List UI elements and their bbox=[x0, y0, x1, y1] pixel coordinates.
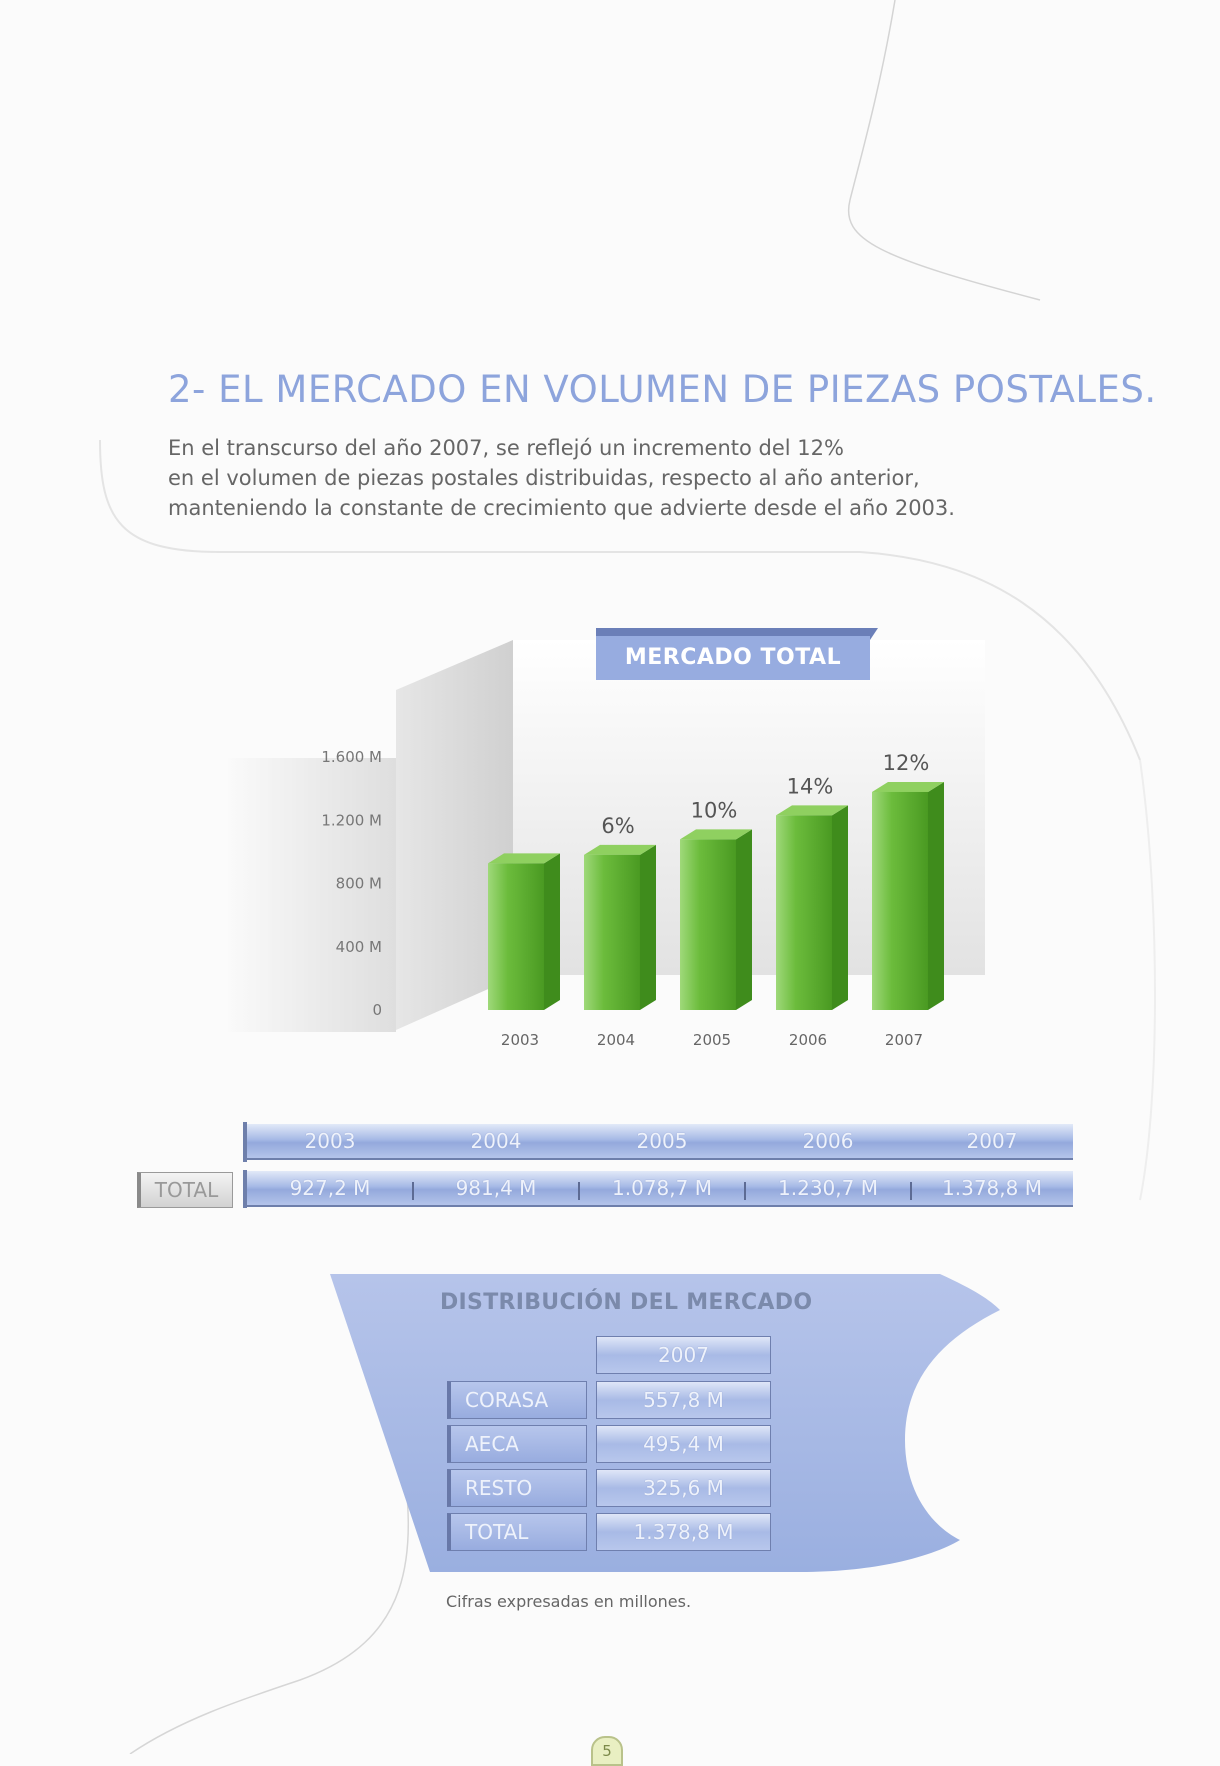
chart-title: MERCADO TOTAL bbox=[625, 645, 841, 670]
bar-top bbox=[872, 781, 944, 792]
bar-side bbox=[736, 829, 752, 1010]
section-title: 2- EL MERCADO EN VOLUMEN DE PIEZAS POSTA… bbox=[168, 368, 1157, 411]
growth-label: 12% bbox=[883, 751, 930, 775]
intro-line: En el transcurso del año 2007, se reflej… bbox=[168, 436, 844, 460]
totals-year-header: 2005 bbox=[579, 1124, 745, 1160]
bar-2005 bbox=[680, 839, 736, 1010]
distribution-row-label: AECA bbox=[447, 1425, 587, 1463]
bar-2007 bbox=[872, 791, 928, 1010]
bar-2006 bbox=[776, 815, 832, 1010]
intro-line: en el volumen de piezas postales distrib… bbox=[168, 466, 920, 490]
x-tick-label: 2003 bbox=[501, 1031, 539, 1049]
intro-line: manteniendo la constante de crecimiento … bbox=[168, 496, 955, 520]
totals-year-header: 2006 bbox=[745, 1124, 911, 1160]
totals-row-label: TOTAL bbox=[137, 1172, 233, 1208]
totals-value-cell: 1.230,7 M bbox=[745, 1171, 911, 1207]
y-tick-label: 1.600 M bbox=[321, 748, 382, 766]
distribution-row-label: RESTO bbox=[447, 1469, 587, 1507]
growth-label: 6% bbox=[601, 814, 634, 838]
y-tick-label: 400 M bbox=[336, 938, 382, 956]
totals-year-header: 2003 bbox=[247, 1124, 413, 1160]
bar-top bbox=[584, 844, 656, 855]
totals-year-header: 2007 bbox=[911, 1124, 1073, 1160]
table-cap bbox=[243, 1122, 247, 1162]
x-tick-label: 2005 bbox=[693, 1031, 731, 1049]
y-tick-label: 800 M bbox=[336, 875, 382, 893]
distribution-title: DISTRIBUCIÓN DEL MERCADO bbox=[440, 1290, 813, 1315]
intro-paragraph: En el transcurso del año 2007, se reflej… bbox=[168, 433, 1048, 523]
bar-side bbox=[640, 844, 656, 1010]
bar-top bbox=[680, 829, 752, 840]
totals-year-header: 2004 bbox=[413, 1124, 579, 1160]
bar-side bbox=[928, 781, 944, 1010]
totals-value-cell: 1.378,8 M bbox=[911, 1171, 1073, 1207]
totals-value-cell: 927,2 M bbox=[247, 1171, 413, 1207]
totals-value-cell: 981,4 M bbox=[413, 1171, 579, 1207]
page-number: 5 bbox=[591, 1736, 623, 1766]
distribution-row-label: TOTAL bbox=[447, 1513, 587, 1551]
totals-separator bbox=[412, 1182, 414, 1200]
y-tick-label: 0 bbox=[372, 1001, 382, 1019]
distribution-row-value: 325,6 M bbox=[596, 1469, 771, 1507]
bar-2003 bbox=[488, 863, 544, 1010]
x-tick-label: 2006 bbox=[789, 1031, 827, 1049]
distribution-row-value: 495,4 M bbox=[596, 1425, 771, 1463]
distribution-column-header: 2007 bbox=[596, 1336, 771, 1374]
x-tick-label: 2007 bbox=[885, 1031, 923, 1049]
totals-separator bbox=[578, 1182, 580, 1200]
chart-banner bbox=[596, 636, 870, 680]
y-tick-label: 1.200 M bbox=[321, 811, 382, 829]
footnote: Cifras expresadas en millones. bbox=[446, 1592, 692, 1611]
totals-separator bbox=[910, 1182, 912, 1200]
distribution-row-value: 557,8 M bbox=[596, 1381, 771, 1419]
bar-side bbox=[544, 853, 560, 1010]
growth-label: 14% bbox=[787, 774, 834, 798]
bar-side bbox=[832, 805, 848, 1010]
totals-value-cell: 1.078,7 M bbox=[579, 1171, 745, 1207]
distribution-row-value: 1.378,8 M bbox=[596, 1513, 771, 1551]
bar-top bbox=[488, 853, 560, 864]
growth-label: 10% bbox=[691, 798, 738, 822]
table-cap bbox=[243, 1170, 247, 1208]
distribution-row-label: CORASA bbox=[447, 1381, 587, 1419]
x-tick-label: 2004 bbox=[597, 1031, 635, 1049]
bar-2004 bbox=[584, 854, 640, 1010]
totals-separator bbox=[744, 1182, 746, 1200]
bar-top bbox=[776, 805, 848, 816]
